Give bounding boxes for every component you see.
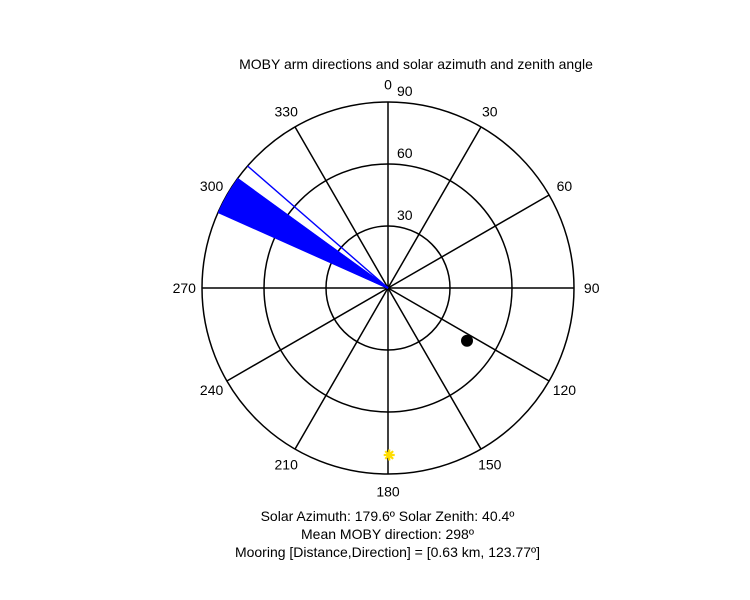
- angle-label-150: 150: [478, 456, 502, 472]
- spoke-330: [294, 126, 389, 289]
- arm-line-outlier: [247, 165, 389, 289]
- sun-core: [386, 452, 393, 458]
- ring-60: [263, 163, 513, 413]
- spoke-210: [294, 287, 389, 450]
- markers: [383, 334, 473, 461]
- radial-label-30: 30: [397, 207, 413, 223]
- angle-label-270: 270: [173, 280, 197, 296]
- chart-title: MOBY arm directions and solar azimuth an…: [239, 56, 593, 72]
- spoke-60: [387, 194, 550, 289]
- radial-label-60: 60: [397, 145, 413, 161]
- radial-label-90: 90: [397, 83, 413, 99]
- ring-30: [325, 225, 451, 351]
- spoke-240: [226, 287, 389, 382]
- ring-90: [201, 101, 575, 475]
- angle-label-300: 300: [200, 178, 224, 194]
- mooring-marker: [461, 334, 473, 347]
- angle-label-240: 240: [200, 382, 224, 398]
- spoke-30: [387, 126, 482, 289]
- arm-direction-lines: [217, 165, 389, 289]
- sun-marker: [383, 449, 395, 461]
- angle-label-60: 60: [557, 178, 573, 194]
- angle-label-90: 90: [584, 280, 600, 296]
- arm-line-outlier: [230, 187, 389, 289]
- angle-label-120: 120: [553, 382, 577, 398]
- angle-label-210: 210: [275, 456, 299, 472]
- solar-caption: Solar Azimuth: 179.6º Solar Zenith: 40.4…: [260, 508, 515, 524]
- arm-line-outlier: [237, 178, 389, 289]
- angle-labels: 0 30 60 90 120 150 180 210 240 270 300 330 30 60 90: [173, 76, 600, 499]
- mooring-caption: Mooring [Distance,Direction] = [0.63 km,…: [234, 544, 541, 560]
- spoke-120: [387, 287, 550, 382]
- angle-label-330: 330: [275, 104, 299, 120]
- angle-label-0: 0: [384, 76, 392, 92]
- spoke-150: [387, 287, 482, 450]
- angle-label-180: 180: [376, 484, 400, 500]
- mean-direction-caption: Mean MOBY direction: 298º: [301, 526, 474, 542]
- angle-label-30: 30: [482, 104, 498, 120]
